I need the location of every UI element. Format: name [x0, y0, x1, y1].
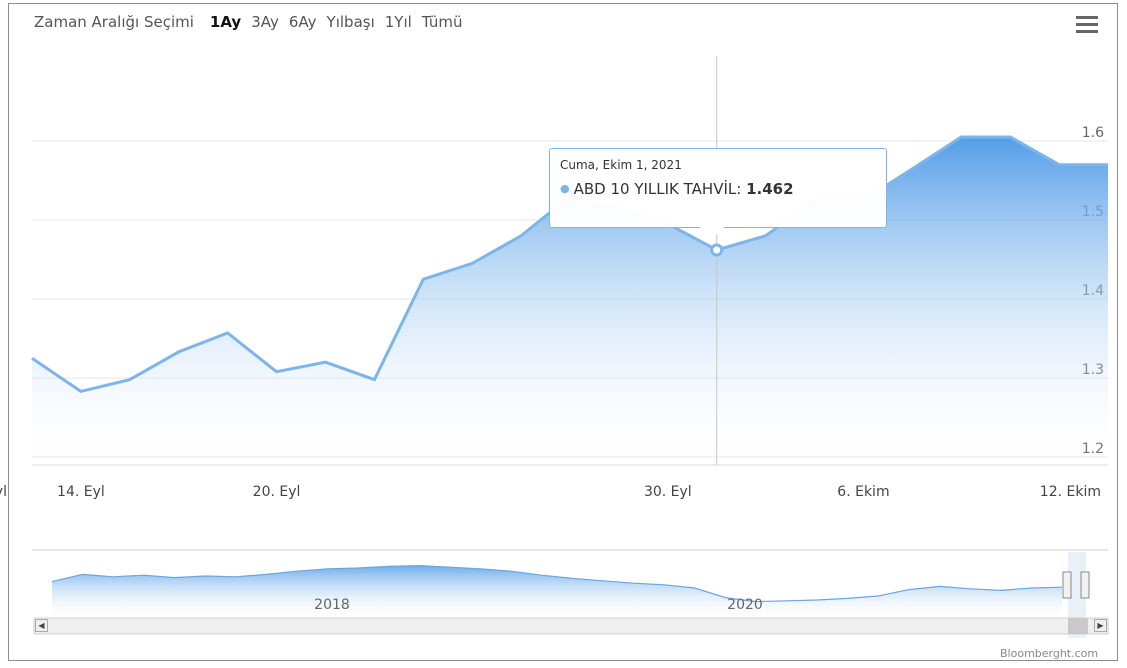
navigator-area: [52, 565, 1062, 617]
range-selector: Zaman Aralığı Seçimi 1Ay 3Ay 6Ay Yılbaşı…: [34, 10, 463, 34]
x-tick-label: 26. Eyl: [0, 484, 7, 500]
scrollbar-track[interactable]: [33, 617, 1109, 635]
tooltip-value: 1.462: [746, 180, 794, 198]
series-dot-icon: ●: [560, 182, 570, 195]
scroll-left-button[interactable]: ◀: [35, 619, 48, 632]
credits[interactable]: Bloomberght.com: [1000, 647, 1099, 660]
range-button-1ay[interactable]: 1Ay: [209, 13, 242, 31]
range-button-6ay[interactable]: 6Ay: [288, 13, 317, 31]
navigator-line: [51, 564, 1063, 603]
navigator-handle-left[interactable]: [1062, 571, 1072, 599]
range-button-yilbasi[interactable]: Yılbaşı: [326, 13, 375, 31]
x-tick-label: 6. Ekim: [837, 484, 889, 500]
hamburger-menu-icon[interactable]: [1076, 16, 1098, 34]
range-selector-label: Zaman Aralığı Seçimi: [34, 13, 194, 31]
highlight-point: [710, 243, 724, 257]
tooltip-series-name: ABD 10 YILLIK TAHVİL: [573, 180, 737, 198]
tooltip: Cuma, Ekim 1, 2021 ● ABD 10 YILLIK TAHVİL…: [549, 148, 887, 228]
x-tick-label: 30. Eyl: [644, 484, 692, 500]
scroll-right-button[interactable]: ▶: [1094, 619, 1107, 632]
x-tick-label: 14. Eyl: [57, 484, 105, 500]
navigator-handle-right[interactable]: [1080, 571, 1090, 599]
scrollbar-thumb[interactable]: [1068, 618, 1088, 634]
x-tick-label: 12. Ekim: [1040, 484, 1101, 500]
tooltip-arrow: [700, 227, 724, 239]
range-button-tumu[interactable]: Tümü: [421, 13, 463, 31]
navigator-year-label: 2018: [314, 597, 350, 613]
y-tick-label: 1.6: [1082, 125, 1104, 141]
tooltip-body: ● ABD 10 YILLIK TAHVİL: 1.462: [560, 180, 794, 198]
tooltip-date: Cuma, Ekim 1, 2021: [560, 158, 682, 172]
navigator: 2018 2020: [32, 549, 1109, 638]
x-tick-label: 20. Eyl: [253, 484, 301, 500]
x-axis-ticks: 14. Eyl 20. Eyl 26. Eyl 30. Eyl 6. Ekim 12. E…: [0, 484, 1101, 500]
range-button-3ay[interactable]: 3Ay: [251, 13, 279, 31]
navigator-year-label: 2020: [727, 597, 763, 613]
navigator-labels: 2018 2020: [314, 597, 763, 613]
range-button-1yil[interactable]: 1Yıl: [384, 13, 412, 31]
